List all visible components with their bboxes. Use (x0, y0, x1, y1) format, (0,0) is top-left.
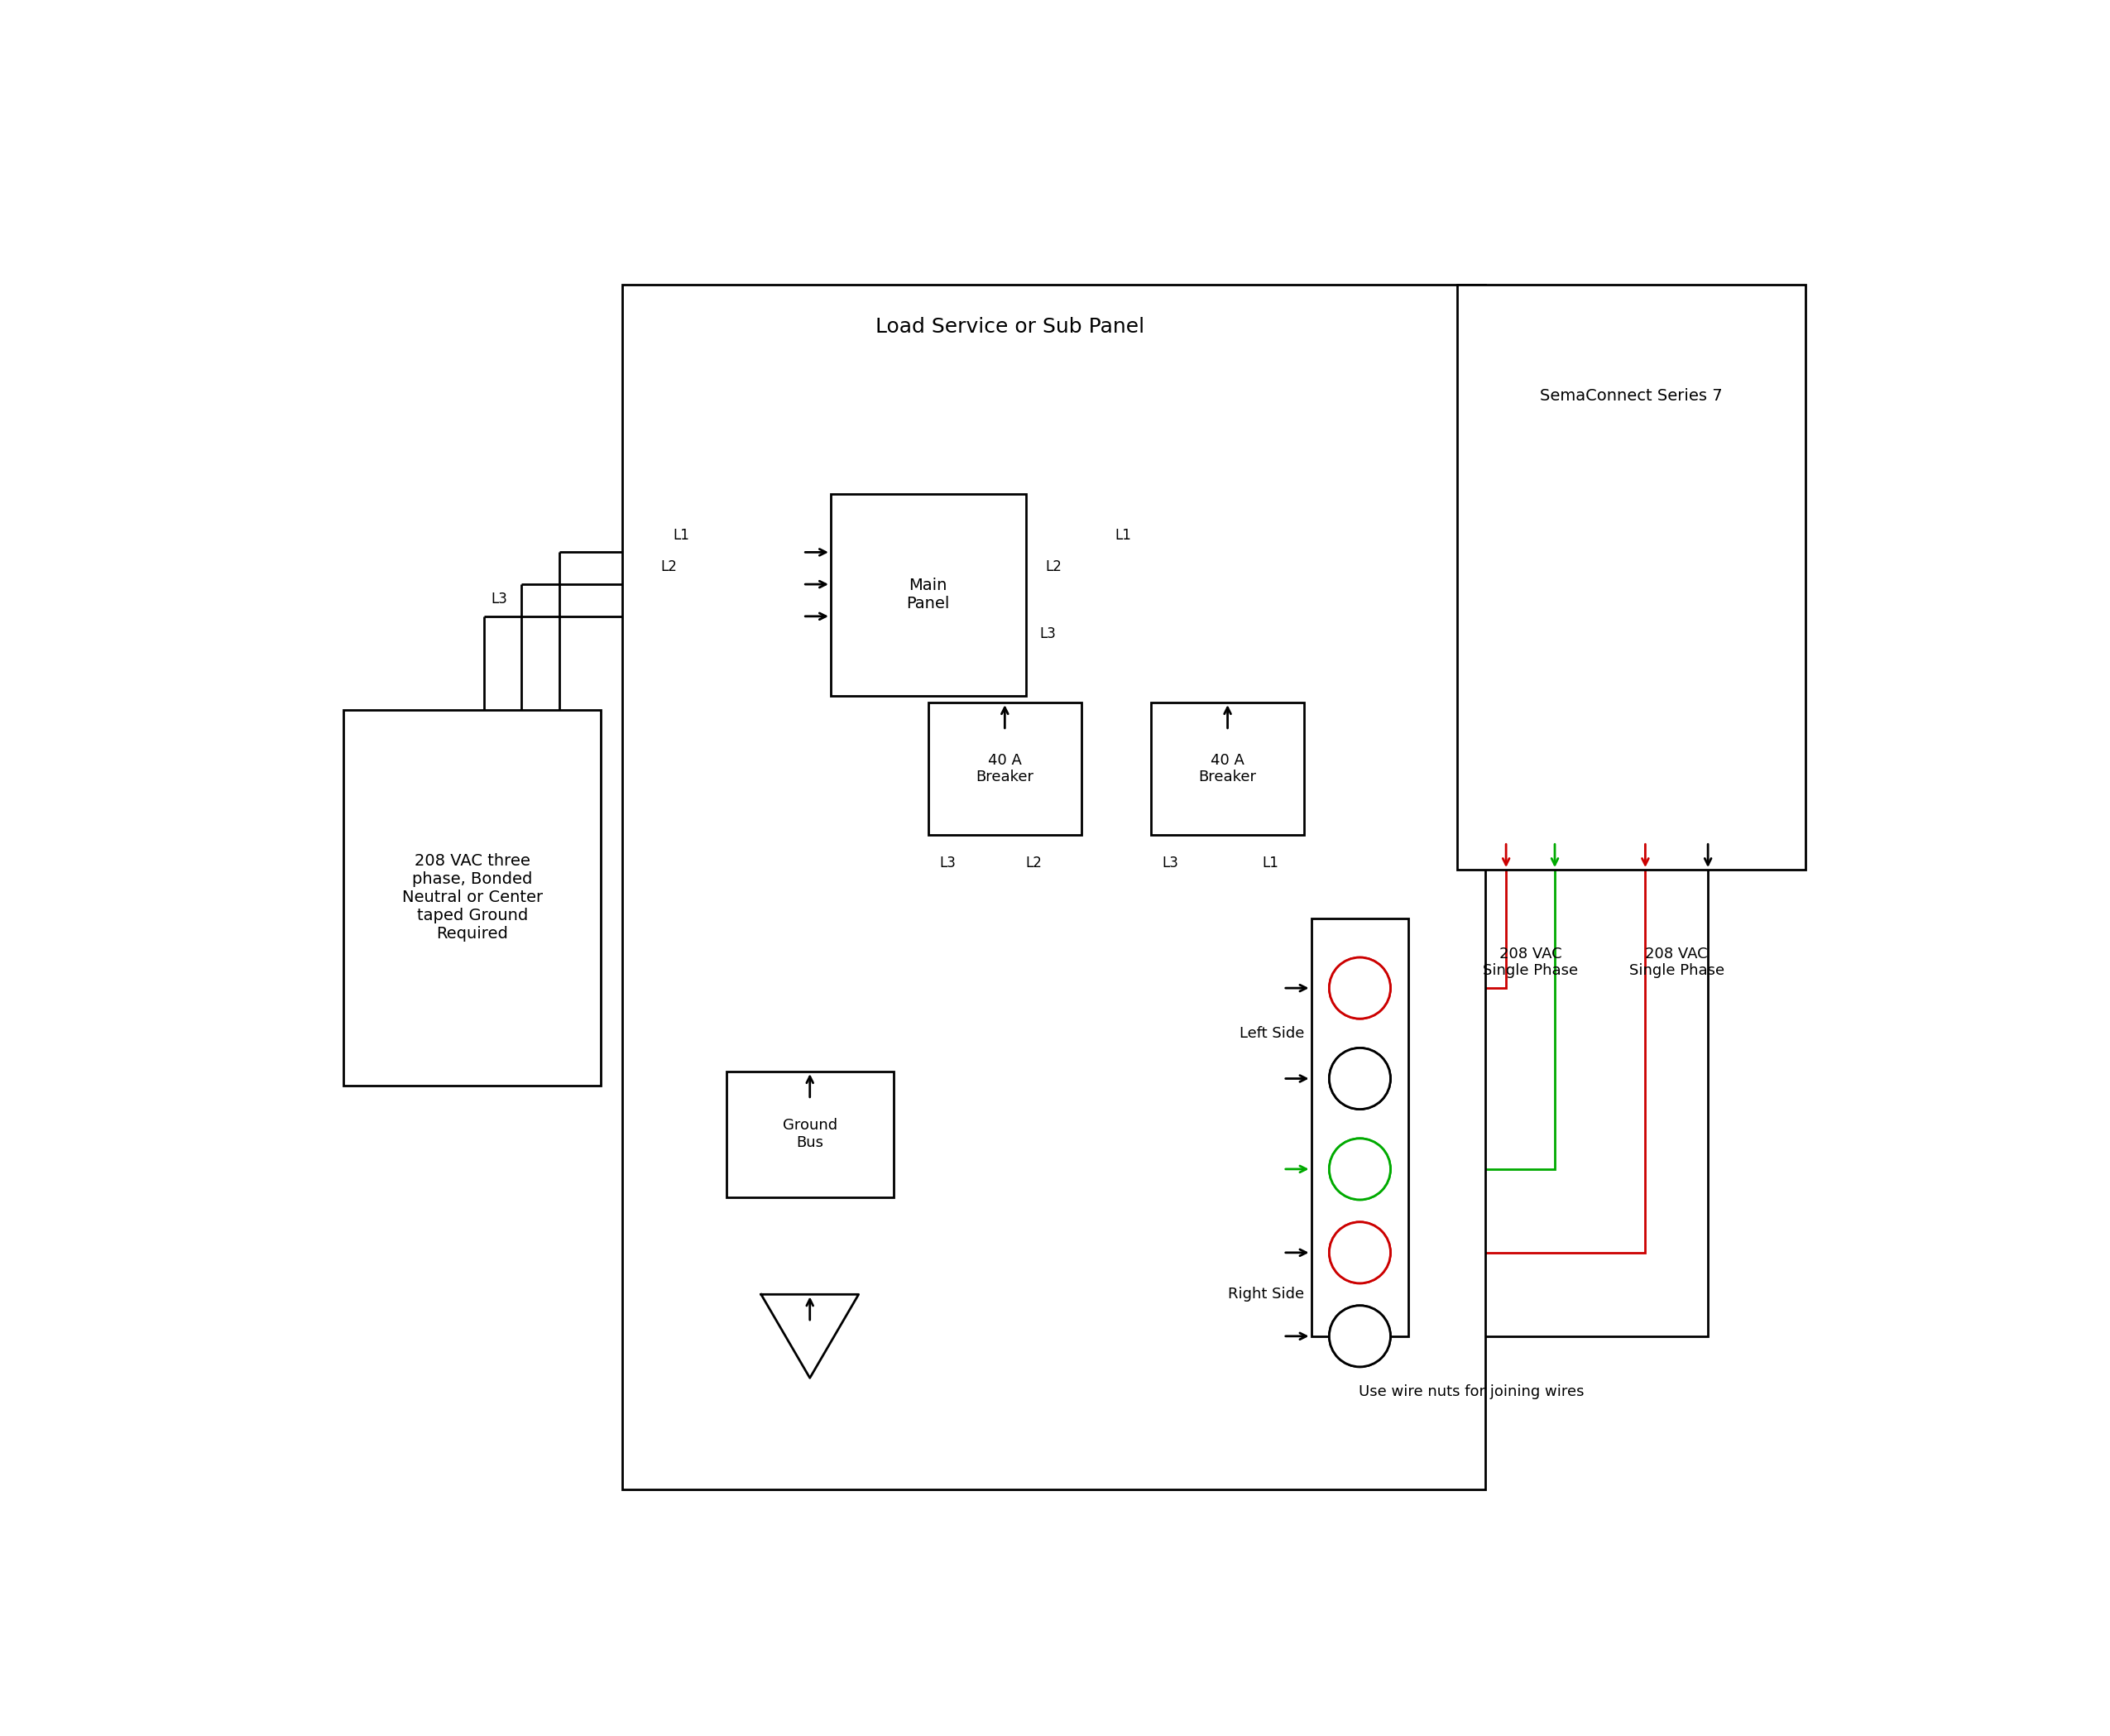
Text: L3: L3 (492, 592, 506, 606)
Circle shape (1329, 1305, 1390, 1366)
Circle shape (1329, 1049, 1390, 1109)
Circle shape (1329, 958, 1390, 1019)
Text: Load Service or Sub Panel: Load Service or Sub Panel (876, 316, 1146, 337)
Text: L3: L3 (1040, 627, 1055, 641)
Bar (622, 285, 1485, 1489)
Bar (831, 493, 1025, 696)
Circle shape (1329, 958, 1390, 1019)
Text: 40 A
Breaker: 40 A Breaker (1198, 753, 1258, 785)
Text: Left Side: Left Side (1239, 1026, 1304, 1042)
Text: L2: L2 (1044, 559, 1061, 575)
Text: SemaConnect Series 7: SemaConnect Series 7 (1540, 389, 1722, 404)
Text: L1: L1 (1262, 856, 1279, 871)
Circle shape (1329, 1139, 1390, 1200)
Text: L2: L2 (660, 559, 677, 575)
Text: L1: L1 (1114, 528, 1131, 542)
Text: 40 A
Breaker: 40 A Breaker (975, 753, 1034, 785)
Text: Main
Panel: Main Panel (907, 578, 949, 611)
Text: 208 VAC
Single Phase: 208 VAC Single Phase (1629, 946, 1724, 979)
Text: L2: L2 (1025, 856, 1042, 871)
Text: 208 VAC three
phase, Bonded
Neutral or Center
taped Ground
Required: 208 VAC three phase, Bonded Neutral or C… (401, 854, 542, 943)
Bar (1310, 918, 1409, 1337)
Bar (1150, 703, 1304, 835)
Text: L3: L3 (1163, 856, 1179, 871)
Text: L1: L1 (673, 528, 690, 542)
Circle shape (1329, 1222, 1390, 1283)
Text: Ground
Bus: Ground Bus (783, 1118, 838, 1151)
Bar (1458, 285, 1806, 870)
Text: L3: L3 (939, 856, 956, 871)
Circle shape (1329, 1139, 1390, 1200)
Circle shape (1329, 1305, 1390, 1366)
Text: 208 VAC
Single Phase: 208 VAC Single Phase (1483, 946, 1578, 979)
Text: Use wire nuts for joining wires: Use wire nuts for joining wires (1359, 1384, 1585, 1399)
Circle shape (1329, 1222, 1390, 1283)
Circle shape (1329, 1049, 1390, 1109)
Bar (726, 1071, 893, 1196)
Bar (344, 710, 601, 1085)
Text: Right Side: Right Side (1228, 1286, 1304, 1302)
Bar (928, 703, 1080, 835)
